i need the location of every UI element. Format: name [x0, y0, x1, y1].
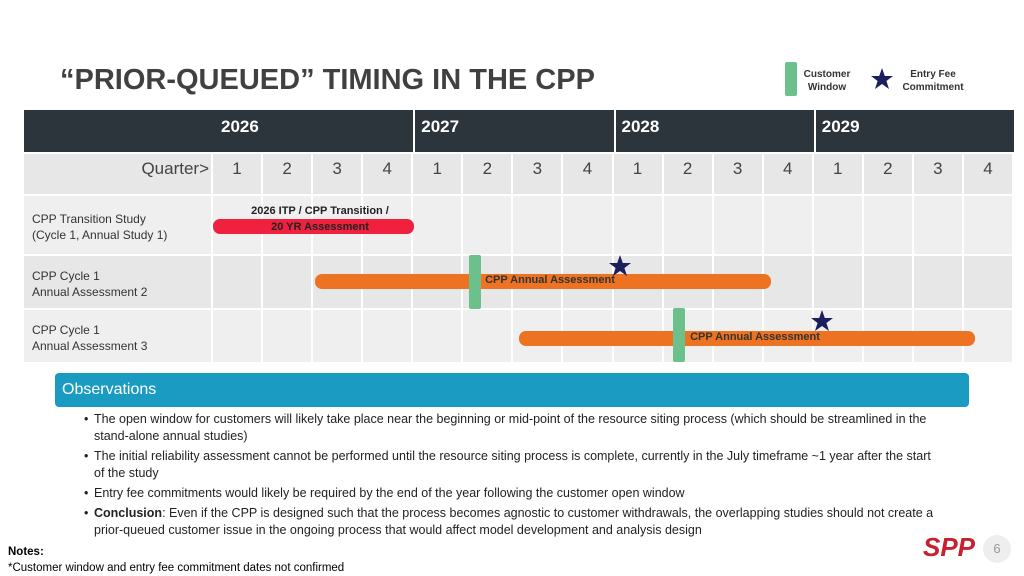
year-divider: [413, 110, 416, 152]
quarter-label: Quarter>: [24, 154, 211, 194]
row-label: CPP Transition Study (Cycle 1, Annual Stu…: [24, 196, 211, 254]
quarter-cell: 4: [363, 154, 412, 194]
legend-window-swatch: [785, 62, 797, 96]
legend-window: Customer Window: [803, 69, 851, 93]
logo: SPP: [923, 532, 976, 562]
bullet: Conclusion: Even if the CPP is designed …: [84, 505, 939, 539]
quarter-cell: 1: [813, 154, 862, 194]
bar: [519, 331, 975, 346]
row-cell: [413, 310, 462, 362]
row-cell: [713, 196, 762, 254]
bullet-text: The initial reliability assessment canno…: [94, 449, 931, 480]
row-cell: [913, 196, 962, 254]
quarter-cell: 3: [513, 154, 562, 194]
row-cell: [463, 196, 512, 254]
row-cell: [963, 196, 1012, 254]
row-cell: [813, 256, 862, 308]
bar: [315, 274, 771, 289]
row-cell: [813, 196, 862, 254]
bullet-label: Conclusion: [94, 506, 163, 520]
row-cell: [513, 196, 562, 254]
window-mark: [673, 308, 685, 362]
quarter-cell: 4: [563, 154, 612, 194]
bullet: The open window for customers will likel…: [84, 411, 939, 445]
page-number: 6: [983, 535, 1011, 563]
row-cell: [363, 310, 412, 362]
quarter-cell: 1: [613, 154, 662, 194]
title: “PRIOR-QUEUED” TIMING IN THE CPP: [60, 64, 595, 96]
year-divider: [813, 110, 816, 152]
quarter-cell: 2: [263, 154, 312, 194]
year-label: 2026: [221, 117, 259, 136]
row-cell: [263, 256, 312, 308]
row-cell: [963, 256, 1012, 308]
row-cell: [213, 310, 262, 362]
observations-list: The open window for customers will likel…: [84, 411, 939, 542]
row-cell: [463, 310, 512, 362]
bar-label: 2026 ITP / CPP Transition / 20 YR Assess…: [251, 205, 389, 233]
row-cell: [663, 196, 712, 254]
year-label: 2027: [421, 117, 460, 136]
bullet-text: : Even if the CPP is designed such that …: [94, 506, 934, 537]
row-label: CPP Cycle 1 Annual Assessment 2: [24, 256, 211, 308]
observations-heading: Observations: [62, 381, 157, 398]
row-title: CPP Cycle 1: [32, 269, 100, 283]
quarter-cell: 3: [713, 154, 762, 194]
row-subtitle: (Cycle 1, Annual Study 1): [32, 228, 168, 242]
bullet-text: Entry fee commitments would likely be re…: [94, 486, 685, 500]
legend-star-label: Entry Fee Commitment: [902, 69, 964, 93]
row-cell: [863, 256, 912, 308]
quarter-cell: 2: [863, 154, 912, 194]
notes-text: *Customer window and entry fee commitmen…: [8, 562, 345, 574]
quarter-cell: 2: [463, 154, 512, 194]
row-cell: [213, 256, 262, 308]
quarter-cell: 3: [913, 154, 962, 194]
year-label: 2029: [821, 117, 860, 136]
row-cell: [313, 310, 362, 362]
quarter-cell: 4: [763, 154, 812, 194]
star: [609, 255, 631, 276]
row-cell: [613, 196, 662, 254]
row-title: CPP Transition Study: [32, 212, 146, 226]
bar: [213, 219, 414, 234]
header-row: [24, 110, 1014, 152]
row-subtitle: Annual Assessment 2: [32, 285, 148, 299]
row-cell: [413, 196, 462, 254]
quarter-cell: 2: [663, 154, 712, 194]
observations-bar: Observations: [55, 373, 969, 407]
quarter-cell: 1: [413, 154, 462, 194]
row-title: CPP Cycle 1: [32, 323, 100, 337]
row-cell: [763, 256, 812, 308]
notes-heading: Notes:: [8, 546, 44, 558]
row-cell: [263, 310, 312, 362]
row-cell: [863, 196, 912, 254]
bullet: Entry fee commitments would likely be re…: [84, 485, 939, 502]
year-divider: [613, 110, 616, 152]
year-label: 2028: [621, 117, 660, 136]
bullet-text: The open window for customers will likel…: [94, 412, 927, 443]
star: [811, 310, 833, 331]
quarter-cell: 3: [313, 154, 362, 194]
bar-label: CPP Annual Assessment: [485, 274, 615, 286]
window-mark: [469, 255, 481, 309]
quarter-cell: 1: [213, 154, 262, 194]
bar-label: CPP Annual Assessment: [690, 331, 820, 343]
bullet: The initial reliability assessment canno…: [84, 448, 939, 482]
row-cell: [763, 196, 812, 254]
row-label: CPP Cycle 1 Annual Assessment 3: [24, 310, 211, 362]
quarter-cell: 4: [963, 154, 1012, 194]
row-subtitle: Annual Assessment 3: [32, 339, 148, 353]
legend-star: [871, 68, 893, 89]
row-cell: [913, 256, 962, 308]
row-cell: [563, 196, 612, 254]
